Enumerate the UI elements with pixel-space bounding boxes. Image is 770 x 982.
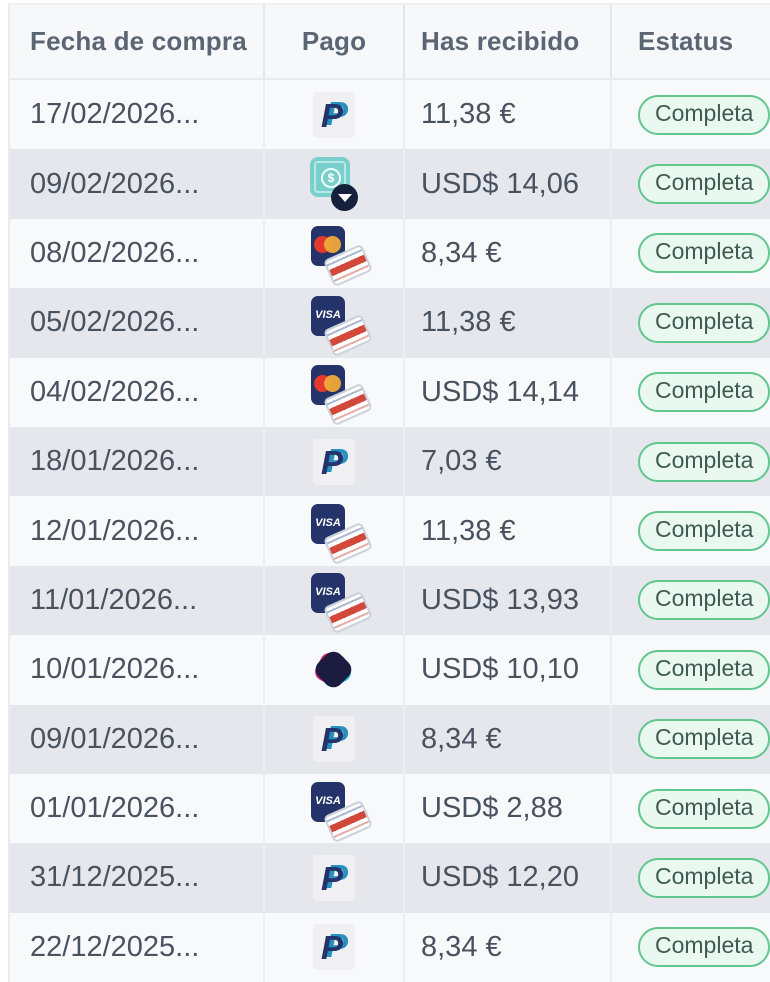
table-row[interactable]: 04/02/2026... USD$ 14,14 Completa (10, 357, 770, 427)
purchase-date-cell: 17/02/2026... (30, 98, 200, 131)
status-cell: Completa (610, 704, 770, 774)
purchase-date-cell: 22/12/2025... (30, 930, 200, 963)
amount-received-cell: 8,34 € (403, 704, 610, 774)
purchase-date-cell: 09/01/2026... (30, 722, 200, 755)
table-row[interactable]: 08/02/2026... 8,34 € Completa (10, 218, 770, 289)
payment-method-cell: $ (263, 149, 403, 219)
amount-received-cell: 11,38 € (403, 80, 610, 150)
purchase-date-cell: 10/01/2026... (30, 653, 200, 686)
amount-received-cell: 11,38 € (403, 288, 610, 358)
table-header-row: Fecha de compra Pago Has recibido Estatu… (10, 3, 770, 80)
amount-received-cell: USD$ 14,06 (403, 149, 610, 219)
payment-method-cell (263, 635, 403, 705)
status-badge: Completa (638, 372, 770, 413)
amount-received-cell: USD$ 2,88 (403, 773, 610, 844)
amount-received-cell: 7,03 € (403, 426, 610, 497)
status-badge: Completa (638, 788, 770, 829)
status-cell: Completa (610, 635, 770, 705)
status-badge: Completa (638, 441, 770, 482)
status-badge: Completa (638, 233, 770, 274)
column-header-has-recibido: Has recibido (403, 5, 610, 78)
visa-icon: VISA (305, 571, 374, 635)
purchase-date-cell: 31/12/2025... (30, 861, 200, 894)
status-badge: Completa (638, 511, 770, 552)
amount-received-cell: USD$ 12,20 (403, 843, 610, 913)
status-badge: Completa (638, 302, 770, 343)
status-cell: Completa (610, 80, 770, 150)
payment-method-cell (263, 357, 403, 427)
status-badge: Completa (638, 164, 770, 205)
payment-method-cell: VISA (263, 288, 403, 358)
mastercard-icon (305, 224, 374, 288)
table-row[interactable]: 10/01/2026... USD$ 10,10 Completa (10, 635, 770, 705)
status-badge: Completa (638, 649, 770, 690)
table-row[interactable]: 01/01/2026... VISA USD$ 2,88 Completa (10, 773, 770, 844)
table-row[interactable]: 12/01/2026... VISA 11,38 € Completa (10, 496, 770, 566)
visa-icon: VISA (305, 780, 374, 843)
status-cell: Completa (610, 357, 770, 427)
status-badge: Completa (638, 927, 770, 968)
amount-received-cell: USD$ 13,93 (403, 565, 610, 636)
purchase-date-cell: 04/02/2026... (30, 375, 200, 408)
amount-received-cell: 8,34 € (403, 218, 610, 289)
column-header-fecha-de-compra: Fecha de compra (30, 26, 247, 56)
purchase-date-cell: 08/02/2026... (30, 236, 200, 269)
payment-method-cell: VISA (263, 565, 403, 636)
payment-method-cell: VISA (263, 496, 403, 566)
table-row[interactable]: 09/02/2026... $ USD$ 14,06 Completa (10, 149, 770, 219)
status-cell: Completa (610, 288, 770, 358)
amount-received-cell: USD$ 14,14 (403, 357, 610, 427)
crypto-icon (310, 646, 358, 694)
column-header-pago: Pago (263, 5, 403, 78)
purchase-date-cell: 01/01/2026... (30, 792, 200, 825)
status-cell: Completa (610, 565, 770, 636)
amount-received-cell: USD$ 10,10 (403, 635, 610, 705)
purchase-history-table: Fecha de compra Pago Has recibido Estatu… (8, 3, 770, 982)
status-badge: Completa (638, 580, 770, 621)
status-cell: Completa (610, 843, 770, 913)
status-cell: Completa (610, 218, 770, 289)
purchase-date-cell: 09/02/2026... (30, 167, 200, 200)
status-cell: Completa (610, 912, 770, 982)
amount-received-cell: 8,34 € (403, 912, 610, 982)
purchase-date-cell: 12/01/2026... (30, 514, 200, 547)
purchase-date-cell: 18/01/2026... (30, 445, 200, 478)
payment-method-cell: VISA (263, 773, 403, 844)
column-header-estatus: Estatus (610, 5, 770, 78)
status-cell: Completa (610, 773, 770, 844)
table-row[interactable]: 11/01/2026... VISA USD$ 13,93 Completa (10, 565, 770, 636)
purchase-date-cell: 11/01/2026... (30, 583, 198, 616)
cash-payment-icon: $ (308, 155, 360, 213)
visa-icon: VISA (305, 502, 374, 566)
status-cell: Completa (610, 496, 770, 566)
status-badge: Completa (638, 857, 770, 898)
status-badge: Completa (638, 94, 770, 135)
status-cell: Completa (610, 149, 770, 219)
purchase-date-cell: 05/02/2026... (30, 306, 200, 339)
status-badge: Completa (638, 719, 770, 760)
status-cell: Completa (610, 426, 770, 497)
payment-method-cell (263, 218, 403, 289)
amount-received-cell: 11,38 € (403, 496, 610, 566)
visa-icon: VISA (305, 294, 374, 358)
table-row[interactable]: 05/02/2026... VISA 11,38 € Completa (10, 288, 770, 358)
mastercard-icon (305, 363, 374, 427)
